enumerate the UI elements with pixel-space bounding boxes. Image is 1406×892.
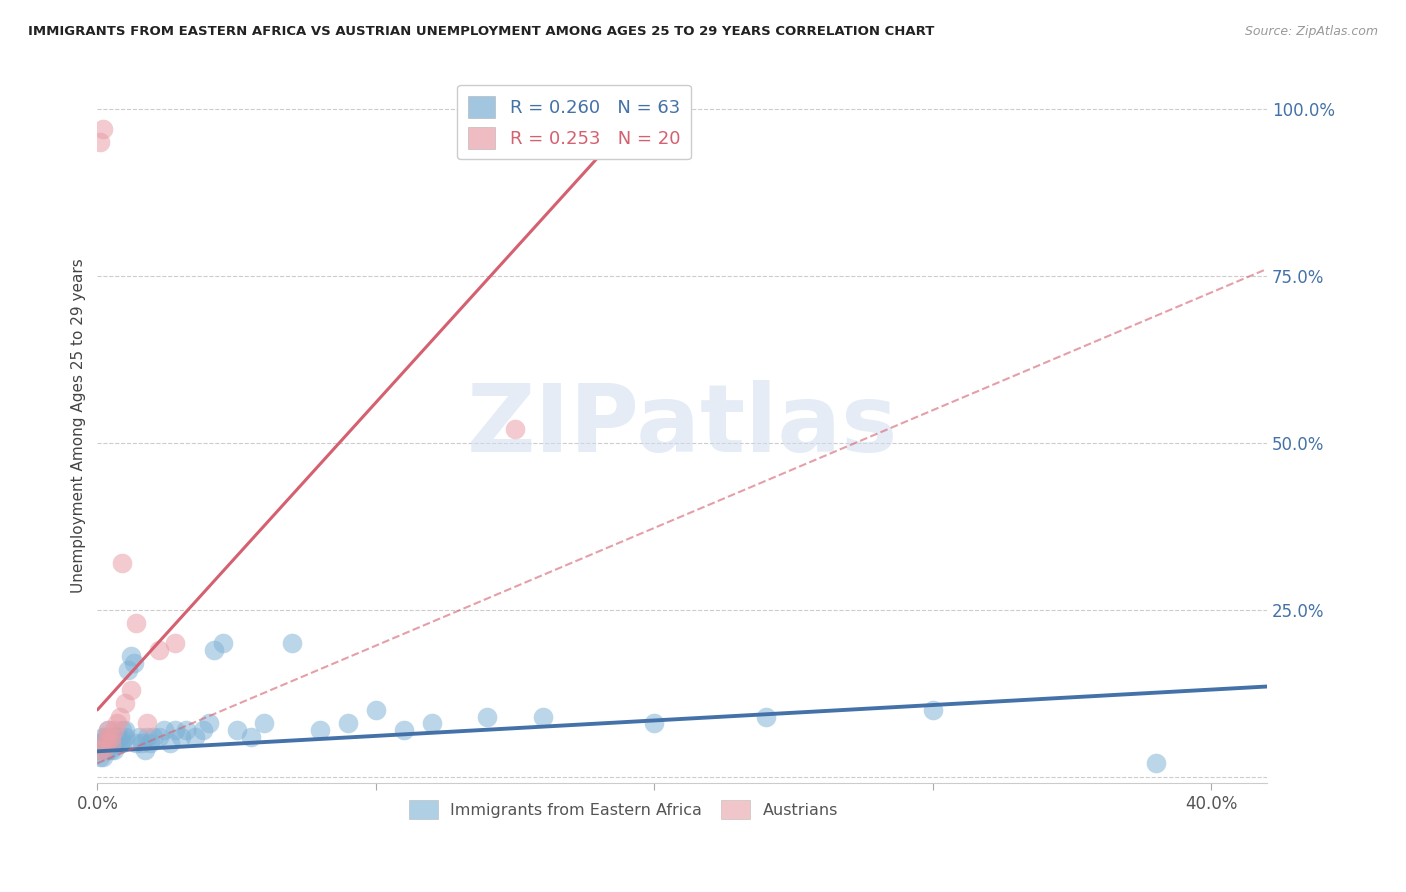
Point <box>103 743 125 757</box>
Y-axis label: Unemployment Among Ages 25 to 29 years: Unemployment Among Ages 25 to 29 years <box>72 259 86 593</box>
Point <box>91 121 114 136</box>
Point <box>136 730 159 744</box>
Point <box>503 422 526 436</box>
Point <box>103 736 125 750</box>
Point <box>89 749 111 764</box>
Point <box>89 743 111 757</box>
Point <box>477 709 499 723</box>
Point <box>108 730 131 744</box>
Point <box>148 730 170 744</box>
Point <box>97 723 120 737</box>
Point <box>170 730 193 744</box>
Point <box>197 716 219 731</box>
Point <box>921 703 943 717</box>
Point <box>148 642 170 657</box>
Point <box>105 730 128 744</box>
Point <box>94 730 117 744</box>
Point <box>122 656 145 670</box>
Point <box>89 135 111 149</box>
Point <box>103 730 125 744</box>
Point <box>281 636 304 650</box>
Point <box>131 736 153 750</box>
Point <box>114 723 136 737</box>
Point <box>225 723 247 737</box>
Point <box>89 736 111 750</box>
Point <box>89 743 111 757</box>
Point <box>176 723 198 737</box>
Point <box>531 709 554 723</box>
Point <box>1144 756 1167 771</box>
Point <box>100 736 122 750</box>
Point <box>114 730 136 744</box>
Point <box>117 663 139 677</box>
Text: ZIPatlas: ZIPatlas <box>467 380 898 472</box>
Point <box>755 709 778 723</box>
Point <box>111 556 134 570</box>
Point <box>105 716 128 731</box>
Point <box>128 730 150 744</box>
Point <box>253 716 276 731</box>
Point <box>97 723 120 737</box>
Point <box>139 736 162 750</box>
Point <box>153 723 176 737</box>
Point <box>108 709 131 723</box>
Point <box>125 736 148 750</box>
Point <box>97 743 120 757</box>
Point <box>643 716 665 731</box>
Point <box>165 723 187 737</box>
Point <box>134 743 156 757</box>
Point <box>108 736 131 750</box>
Point <box>100 743 122 757</box>
Point <box>100 736 122 750</box>
Point <box>125 615 148 630</box>
Point <box>94 736 117 750</box>
Point <box>94 730 117 744</box>
Point <box>111 723 134 737</box>
Point <box>97 736 120 750</box>
Point <box>94 736 117 750</box>
Point <box>165 636 187 650</box>
Point <box>91 749 114 764</box>
Point <box>309 723 332 737</box>
Point <box>364 703 387 717</box>
Point <box>91 730 114 744</box>
Point <box>239 730 262 744</box>
Point <box>91 743 114 757</box>
Point <box>103 723 125 737</box>
Point <box>105 736 128 750</box>
Point <box>91 736 114 750</box>
Point <box>392 723 415 737</box>
Point <box>211 636 233 650</box>
Point <box>336 716 359 731</box>
Point <box>136 716 159 731</box>
Point <box>202 642 225 657</box>
Point <box>114 696 136 710</box>
Point <box>120 649 142 664</box>
Point <box>100 730 122 744</box>
Point <box>142 730 165 744</box>
Text: Source: ZipAtlas.com: Source: ZipAtlas.com <box>1244 25 1378 38</box>
Point <box>184 730 207 744</box>
Text: IMMIGRANTS FROM EASTERN AFRICA VS AUSTRIAN UNEMPLOYMENT AMONG AGES 25 TO 29 YEAR: IMMIGRANTS FROM EASTERN AFRICA VS AUSTRI… <box>28 25 935 38</box>
Point <box>91 743 114 757</box>
Point <box>111 736 134 750</box>
Point <box>193 723 215 737</box>
Legend: Immigrants from Eastern Africa, Austrians: Immigrants from Eastern Africa, Austrian… <box>402 793 845 825</box>
Point <box>120 682 142 697</box>
Point <box>159 736 181 750</box>
Point <box>94 743 117 757</box>
Point <box>420 716 443 731</box>
Point <box>100 730 122 744</box>
